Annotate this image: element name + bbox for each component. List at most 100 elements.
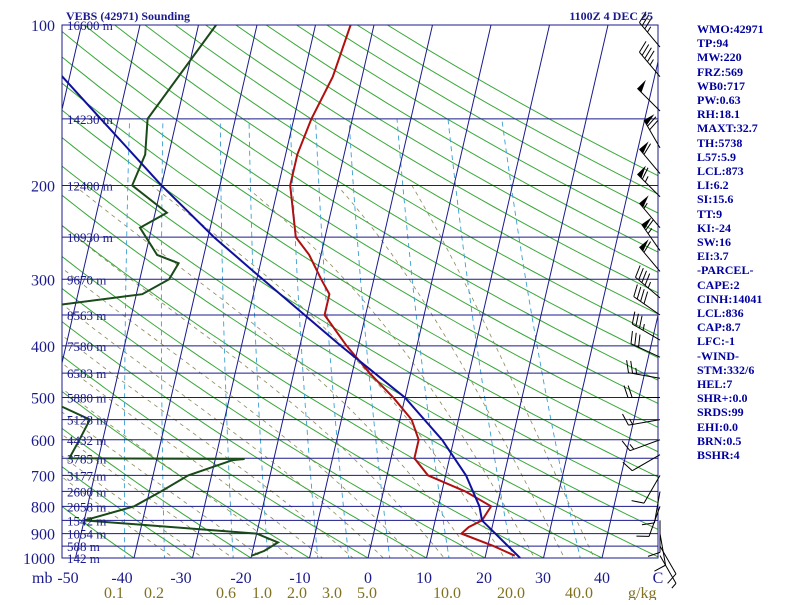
temperature-tick-label: 10: [416, 570, 432, 587]
wind-barb: [637, 80, 660, 111]
barb-full: [634, 285, 638, 297]
mixing-ratio-label: 0.6: [216, 585, 236, 600]
barb-full: [628, 386, 632, 398]
mixing-ratio-label: 2.0: [287, 585, 307, 600]
stat-line: TP:94: [697, 36, 797, 50]
stat-line: LI:6.2: [697, 178, 797, 192]
dry-adiabat: [0, 1, 388, 570]
stat-line: PW:0.63: [697, 93, 797, 107]
barb-full: [632, 501, 644, 504]
dry-adiabat: [0, 1, 800, 570]
height-label: 8563 m: [67, 308, 106, 323]
barb-full: [639, 335, 640, 348]
stat-line: WMO:42971: [697, 22, 797, 36]
barb-full: [644, 292, 648, 304]
stat-line: TT:9: [697, 207, 797, 221]
barb-pennant: [642, 217, 652, 229]
dry-adiabat: [0, 1, 744, 570]
mixing-ratio-lines: [124, 119, 582, 569]
wind-barb: [639, 41, 660, 76]
barb-half: [647, 27, 650, 32]
stat-line: LCL:873: [697, 164, 797, 178]
wind-barb: [634, 285, 660, 315]
pressure-tick-label: 100: [31, 18, 55, 35]
barb-full: [639, 268, 644, 280]
dry-adiabat: [55, 1, 800, 570]
mixing-ratio-label: 1.0: [252, 585, 272, 600]
height-label: 3785 m: [67, 451, 106, 466]
stat-line: L57:5.9: [697, 150, 797, 164]
pressure-tick-label: 900: [31, 527, 55, 544]
height-label: 7580 m: [67, 339, 106, 354]
barb-full: [631, 331, 632, 344]
stat-line: SHR+:0.0: [697, 391, 797, 405]
barb-full: [642, 271, 647, 283]
gkg-label: g/kg: [628, 585, 656, 600]
mixing-ratio-label: 0.1: [104, 585, 124, 600]
stat-line: STM:332/6: [697, 363, 797, 377]
height-label: 5128 m: [67, 413, 106, 428]
stat-line: LCL:836: [697, 306, 797, 320]
temperature-tick-label: 20: [476, 570, 492, 587]
pressure-tick-label: 800: [31, 499, 55, 516]
height-label: 9670 m: [67, 272, 106, 287]
mixing-ratio-line: [249, 119, 269, 569]
temperature-tick-label: -30: [170, 570, 191, 587]
height-label: 6583 m: [67, 366, 106, 381]
mb-label: mb: [32, 570, 52, 587]
moist-adiabat: [0, 185, 424, 569]
barb-half: [630, 444, 634, 449]
barb-half: [643, 324, 644, 330]
barb-full: [636, 314, 639, 326]
pressure-tick-label: 400: [31, 339, 55, 356]
barb-half: [650, 59, 653, 64]
height-label: 4432 m: [67, 433, 106, 448]
barb-full: [635, 266, 640, 278]
dry-adiabat: [0, 1, 800, 570]
barb-half: [648, 228, 652, 233]
mixing-ratio-label: 20.0: [497, 585, 525, 600]
temperature-tick-label: 40: [594, 570, 610, 587]
mixing-ratio-line: [290, 119, 319, 569]
barb-full: [627, 360, 629, 373]
stat-line: EHI:0.0: [697, 420, 797, 434]
pressure-tick-label: 200: [31, 178, 55, 195]
mixing-ratio-label: 10.0: [433, 585, 461, 600]
stat-line: SI:15.6: [697, 192, 797, 206]
barb-half: [672, 583, 676, 588]
barb-staff: [635, 277, 660, 298]
mixing-ratio-label: 3.0: [322, 585, 342, 600]
barb-pennant: [639, 239, 648, 251]
temperature-tick-label: -50: [57, 570, 78, 587]
wind-barb: [639, 141, 660, 173]
stat-line: BRN:0.5: [697, 434, 797, 448]
dry-adiabats: [0, 1, 800, 570]
dry-adiabat: [0, 1, 800, 570]
temperature-tick-label: 30: [535, 570, 551, 587]
barb-staff: [639, 23, 660, 48]
stat-line: CINH:14041: [697, 292, 797, 306]
stat-line: FRZ:569: [697, 65, 797, 79]
pressure-tick-label: 300: [31, 272, 55, 289]
height-label: 2058 m: [67, 499, 106, 514]
barb-full: [637, 287, 641, 299]
barb-staff: [634, 297, 660, 315]
stat-line: -WIND-: [697, 349, 797, 363]
stat-line: TH:5738: [697, 136, 797, 150]
station-title: VEBS (42971) Sounding: [66, 9, 190, 23]
stat-line: SRDS:99: [697, 405, 797, 419]
pressure-tick-label: 600: [31, 433, 55, 450]
isotherm: [190, 1, 321, 570]
height-label: 3177 m: [67, 468, 106, 483]
barb-half: [645, 176, 648, 182]
dry-adiabat: [0, 1, 800, 570]
barb-pennant: [637, 80, 645, 93]
barb-full: [641, 289, 645, 301]
barb-staff: [630, 440, 660, 451]
isotherm: [365, 1, 496, 570]
isotherm: [541, 1, 672, 570]
mixing-ratio-line: [349, 119, 391, 569]
